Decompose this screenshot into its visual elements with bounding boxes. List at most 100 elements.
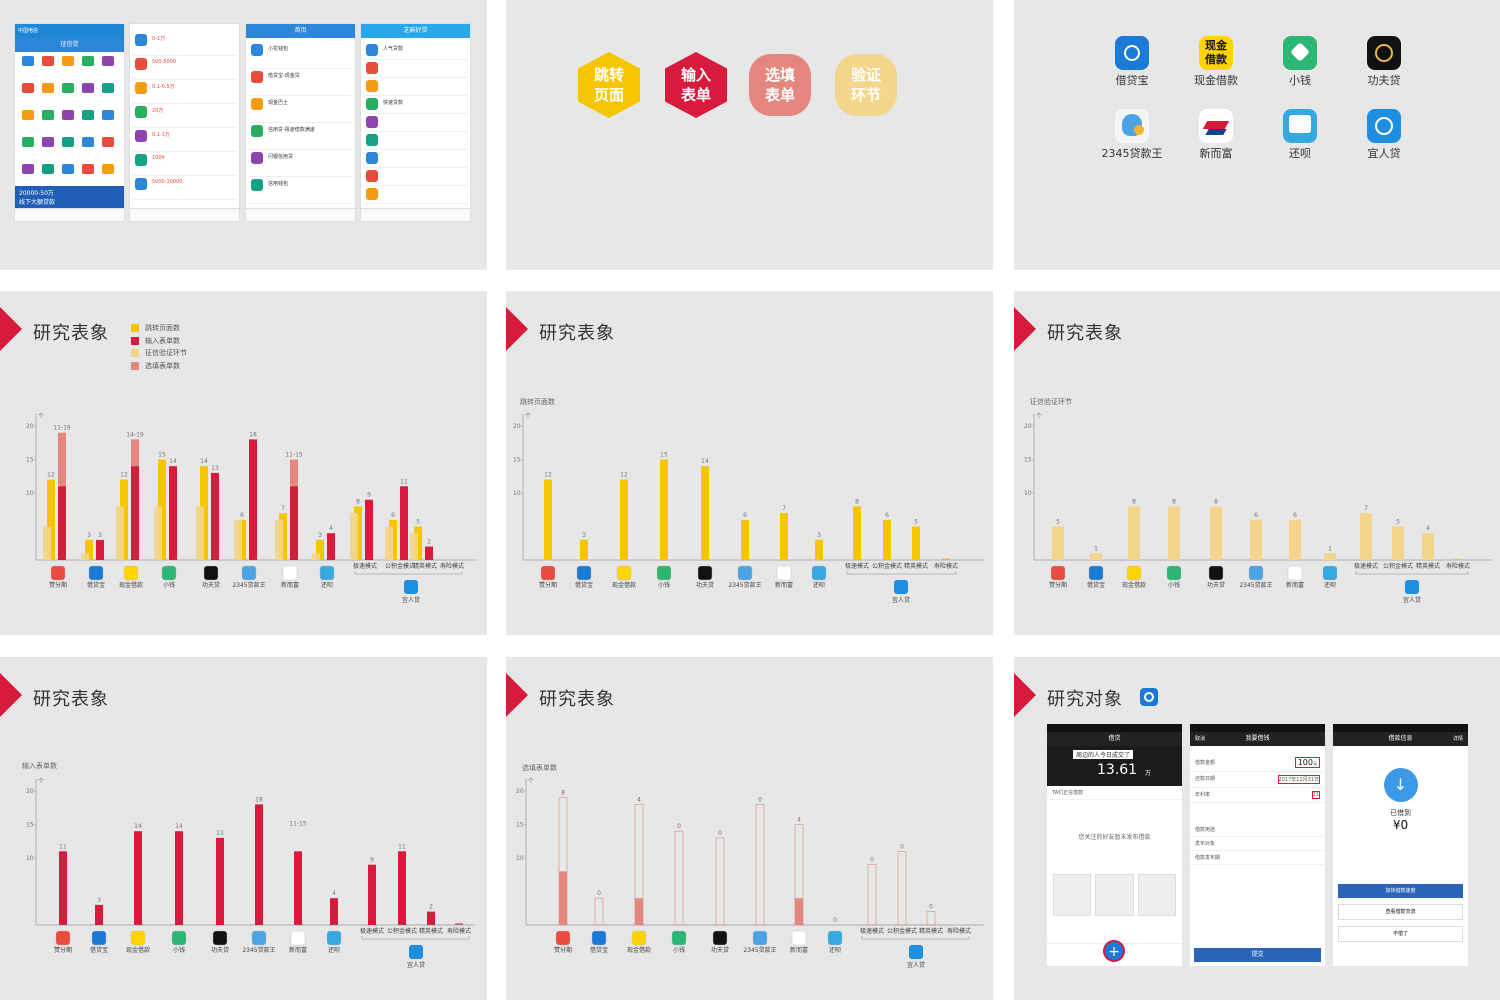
mode-label: 寿险模式 — [1446, 562, 1470, 570]
category-label: 还呗 — [813, 582, 825, 589]
app-tile-icon[interactable] — [82, 164, 94, 174]
tab-bar[interactable] — [15, 208, 124, 221]
list-row-text[interactable]: 信用贷-极速借款满速 — [268, 127, 315, 133]
view-discussion-button[interactable]: 查看借款交流 — [1338, 904, 1463, 920]
bar-verify — [196, 506, 204, 560]
xinerfu-icon — [1199, 109, 1233, 143]
jiedaibao-icon — [1115, 36, 1149, 70]
option-row[interactable]: 借款发布期 — [1190, 851, 1325, 865]
category-label: 小钱 — [673, 946, 685, 954]
app-tile-icon[interactable] — [42, 110, 54, 120]
app-tile-icon[interactable] — [102, 137, 114, 147]
app-tile-icon[interactable] — [82, 110, 94, 120]
app-tile-icon[interactable] — [102, 164, 114, 174]
app-tile-icon[interactable] — [22, 110, 34, 120]
hex-label: 验证 环节 — [850, 66, 881, 104]
list-row-text[interactable]: 人气贷款 — [383, 46, 404, 52]
mode-label: 极速模式 — [860, 927, 884, 935]
tab-bar[interactable] — [130, 208, 239, 221]
cancel-button[interactable]: 取消 — [1195, 736, 1206, 742]
app-6-icon — [791, 930, 807, 946]
category-label: 功夫贷 — [202, 581, 220, 589]
feature-card[interactable] — [1053, 874, 1092, 916]
list-row-text[interactable]: 闪银信用贷 — [268, 154, 294, 160]
app-4-icon — [697, 565, 713, 581]
amount-row[interactable]: 借款金额 100元 — [1190, 754, 1325, 772]
data-label: 11 — [398, 843, 406, 850]
huanbei-icon — [1283, 109, 1317, 143]
list-row-text[interactable]: 0-1万 — [152, 36, 166, 42]
data-label: 6 — [885, 512, 889, 519]
option-row[interactable]: 借款用途 — [1190, 823, 1325, 837]
list-row-text[interactable]: 0.1-1万 — [152, 132, 170, 138]
divider — [249, 176, 352, 177]
app-tile-icon[interactable] — [82, 56, 94, 66]
option-row[interactable]: 发布对象 — [1190, 837, 1325, 851]
app-tile-icon[interactable] — [102, 56, 114, 66]
date-value[interactable]: 2017年12月31日 — [1277, 775, 1320, 784]
hex-label: 跳转 页面 — [593, 66, 624, 104]
legend-input: 输入表单数 — [131, 336, 180, 346]
yirendai-icon — [404, 580, 418, 594]
cancel-loan-button[interactable]: 不借了 — [1338, 926, 1463, 942]
list-row-text[interactable]: 借贷宝-现金贷 — [268, 73, 300, 79]
category-label: 2345贷款王 — [232, 581, 265, 589]
app-tile-icon[interactable] — [82, 137, 94, 147]
list-row-text[interactable]: 5000-10000 — [152, 179, 183, 185]
detail-link[interactable]: 详情 — [1452, 736, 1463, 742]
app-tile-icon[interactable] — [82, 83, 94, 93]
amount-input[interactable]: 100元 — [1294, 757, 1320, 768]
list-row-text[interactable]: 20万 — [152, 108, 164, 114]
app-7-icon — [827, 930, 843, 946]
app-tile-icon[interactable] — [62, 56, 74, 66]
app-tile-icon[interactable] — [62, 164, 74, 174]
app-tile-icon[interactable] — [102, 110, 114, 120]
app-5-icon — [251, 930, 267, 946]
speed-up-button[interactable]: 加快借款速度 — [1338, 884, 1463, 898]
accent-triangle — [506, 673, 528, 717]
bar-jump — [660, 459, 668, 560]
app-tile-icon[interactable] — [62, 137, 74, 147]
add-icon[interactable]: + — [1103, 940, 1125, 962]
app-tile-icon[interactable] — [62, 83, 74, 93]
feature-card[interactable] — [1095, 874, 1134, 916]
app-tile-icon[interactable] — [42, 137, 54, 147]
tab-bar[interactable] — [246, 208, 355, 221]
app-tile-icon[interactable] — [22, 83, 34, 93]
app-tile-icon[interactable] — [42, 56, 54, 66]
app-tile-icon[interactable] — [62, 110, 74, 120]
bar-verify — [81, 553, 89, 560]
app-tile-icon[interactable] — [42, 83, 54, 93]
category-label: 2345贷款王 — [743, 946, 776, 954]
date-row[interactable]: 还款日期 2017年12月31日 — [1190, 772, 1325, 788]
app-tile-icon[interactable] — [42, 164, 54, 174]
list-row-text[interactable]: 快速贷款 — [383, 100, 404, 106]
app-4-icon — [1208, 565, 1224, 581]
data-label: 3 — [97, 897, 101, 904]
list-row-text[interactable]: 500-5000 — [152, 59, 177, 65]
rate-value[interactable]: 21 — [1311, 791, 1320, 799]
bar-input — [216, 837, 224, 925]
list-row-text[interactable]: 信用钱包 — [268, 181, 289, 187]
category-label: 还呗 — [829, 947, 841, 954]
bar-input — [169, 466, 177, 560]
app-tile-icon[interactable] — [102, 83, 114, 93]
list-row-text[interactable]: 100¥ — [152, 155, 165, 161]
list-row-text[interactable]: 现金巴士 — [268, 100, 289, 106]
feature-card[interactable] — [1137, 874, 1176, 916]
screen-header: 取消 我要借钱 — [1190, 732, 1325, 746]
promo-banner[interactable]: 20000-50万 线下大额贷款 — [15, 186, 124, 208]
category-label: 小钱 — [173, 946, 185, 954]
app-tile-icon[interactable] — [22, 56, 34, 66]
tab-bar[interactable] — [361, 208, 470, 221]
submit-button[interactable]: 提交 — [1194, 948, 1321, 962]
bar-input — [290, 486, 298, 560]
app-tile-icon[interactable] — [22, 164, 34, 174]
tab-bar[interactable]: + — [1047, 940, 1182, 966]
app-tile-icon[interactable] — [22, 137, 34, 147]
data-label: 5 — [1056, 519, 1060, 526]
list-row-text[interactable]: 0.1-0.5万 — [152, 84, 175, 90]
list-row-text[interactable]: 小花钱包 — [268, 46, 289, 52]
list-row-icon — [135, 130, 147, 142]
rate-row[interactable]: 年利率 21 — [1190, 788, 1325, 803]
